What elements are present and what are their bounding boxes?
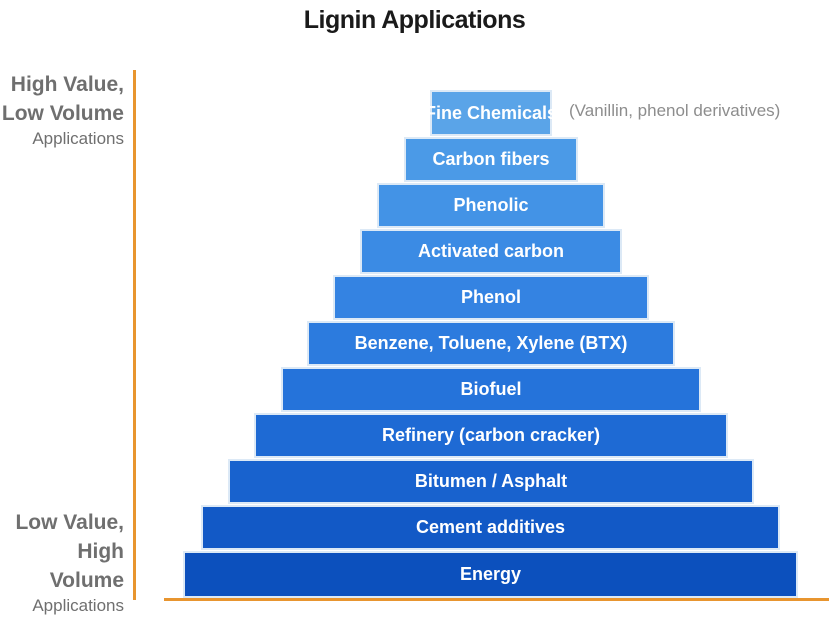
pyramid-tier: Phenol [333, 275, 649, 320]
baseline-axis-line [164, 598, 829, 601]
pyramid-tier: Phenolic [377, 183, 605, 228]
pyramid-tier: Benzene, Toluene, Xylene (BTX) [307, 321, 675, 366]
pyramid-tier: Bitumen / Asphalt [228, 459, 754, 504]
high-value-line2: Low Volume [1, 102, 124, 125]
pyramid-tier: Activated carbon [360, 229, 622, 274]
pyramid-tier: Cement additives [201, 505, 780, 550]
pyramid-tier: Biofuel [281, 367, 701, 412]
pyramid-tier: Fine Chemicals [425, 90, 557, 136]
pyramid-tier: Carbon fibers [404, 137, 578, 182]
value-axis-line [133, 70, 136, 600]
high-value-line1: High Value, [10, 73, 124, 96]
diagram-title: Lignin Applications [303, 6, 526, 34]
low-value-line3: Applications [32, 596, 124, 615]
pyramid-tier: Energy [183, 551, 798, 598]
low-value-line1: Low Value, [15, 511, 124, 534]
low-value-label: Low Value, High Volume Applications [0, 508, 124, 617]
high-value-line3: Applications [32, 129, 124, 148]
high-value-label: High Value, Low Volume Applications [2, 70, 124, 150]
fine-chemicals-note: (Vanillin, phenol derivatives) [569, 101, 781, 120]
pyramid-tier: Refinery (carbon cracker) [254, 413, 728, 458]
low-value-line2: High Volume [49, 540, 124, 592]
